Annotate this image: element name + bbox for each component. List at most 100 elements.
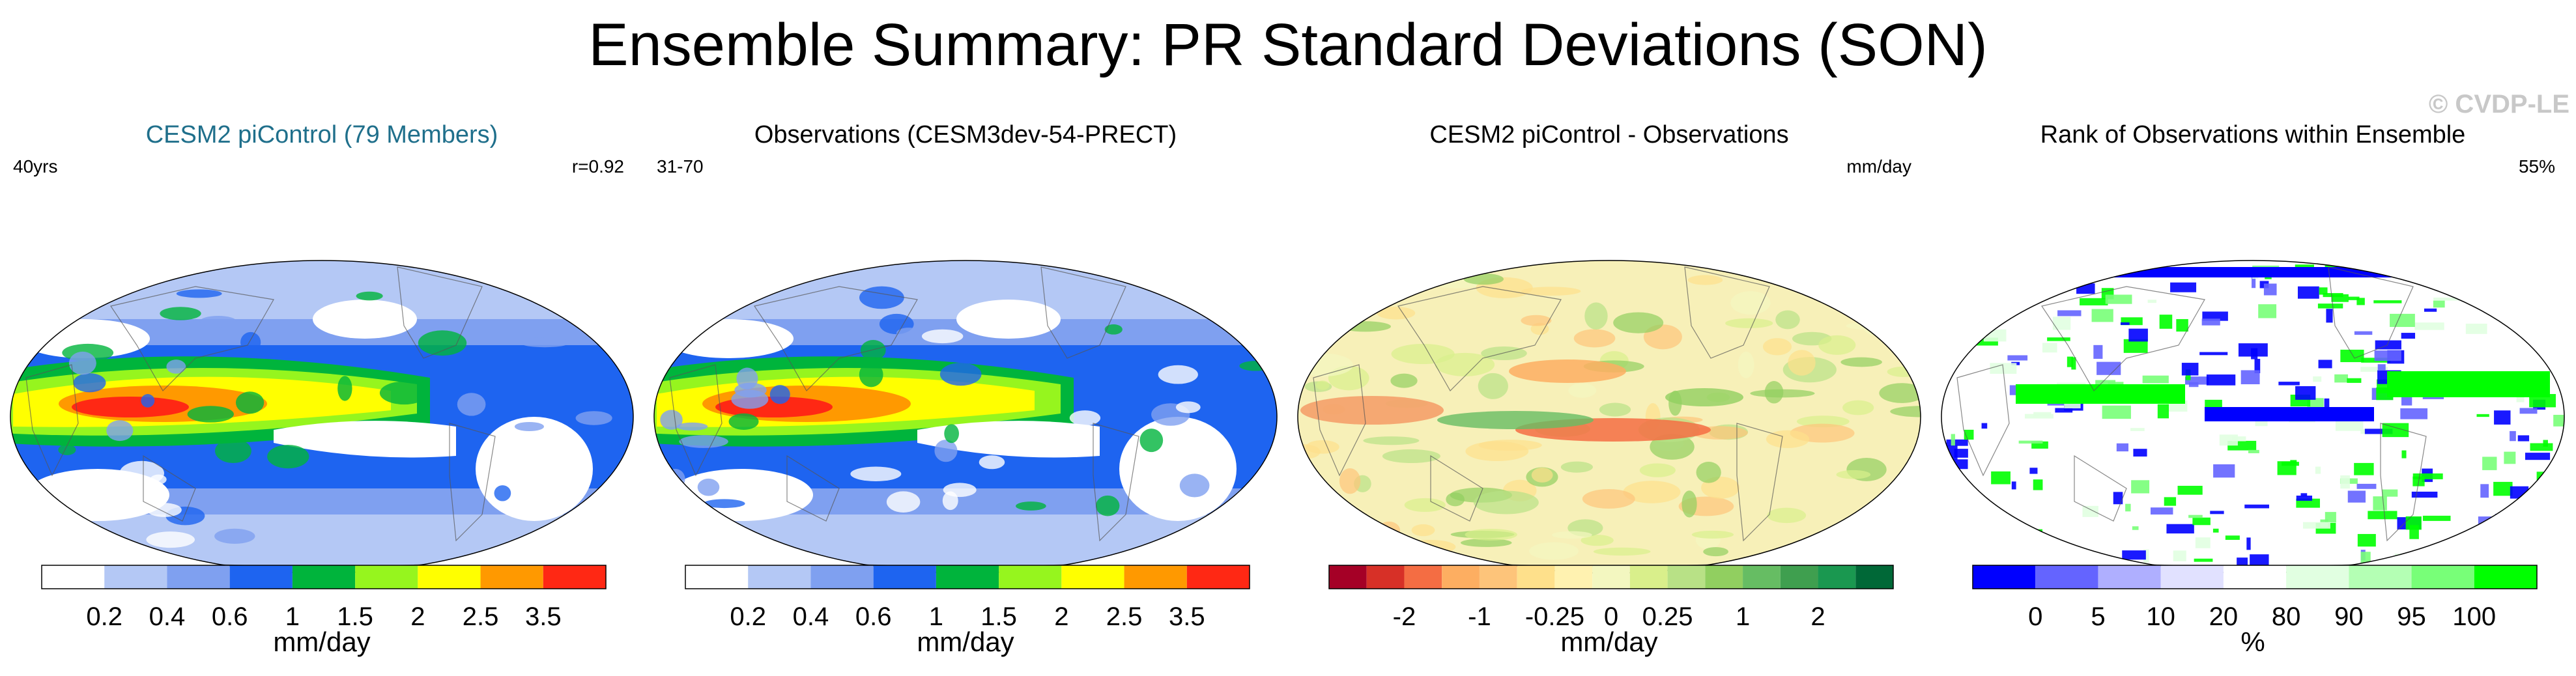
panel-title: Rank of Observations within Ensemble [2040, 121, 2466, 148]
map-observations [653, 260, 1278, 574]
colorbar-swatch [1973, 565, 2036, 589]
colorbar-swatch [1554, 565, 1593, 589]
colorbar-units: mm/day [1560, 627, 1658, 657]
colorbar-tick-label: 5 [2091, 602, 2105, 631]
colorbar-swatch [1366, 565, 1405, 589]
colorbar-swatch [1404, 565, 1442, 589]
colorbar-units: mm/day [917, 627, 1014, 657]
colorbar-units: % [2240, 627, 2265, 657]
colorbar-difference: -2 -1 -0.25 0 0.25 1 2 [1328, 565, 1894, 631]
colorbar-tick-label: 2 [410, 602, 425, 631]
colorbar-tick-label: 3.5 [1169, 602, 1205, 631]
colorbar-swatch [685, 565, 749, 589]
panel-ensemble-mean: 0.2 0.4 0.6 1 1.5 2 2.5 3.5 CESM2 piControl (79… [0, 117, 644, 676]
colorbar-swatch [2474, 565, 2537, 589]
colorbar-tick-label: -2 [1393, 602, 1416, 631]
colorbar-tick-label: 1 [929, 602, 943, 631]
colorbar-tick-label: 0 [2028, 602, 2042, 631]
colorbar-tick-label: 2.5 [463, 602, 499, 631]
colorbar-tick-label: 2.5 [1106, 602, 1143, 631]
colorbar-tick-label: 1.5 [337, 602, 373, 631]
colorbar-swatch [1124, 565, 1187, 589]
colorbar-tick-label: 20 [2209, 602, 2239, 631]
colorbar-swatch [1743, 565, 1781, 589]
colorbar-swatch [999, 565, 1062, 589]
colorbar-tick-label: 80 [2272, 602, 2301, 631]
colorbar-swatch [418, 565, 481, 589]
colorbar-rank: 0 5 10 20 80 90 95 100 [1972, 565, 2538, 631]
colorbar-tick-label: 1 [1736, 602, 1750, 631]
colorbar-swatch [2160, 565, 2224, 589]
colorbar-tick-label: -1 [1468, 602, 1491, 631]
colorbar-tick-label: 10 [2146, 602, 2175, 631]
colorbar-tick-label: 95 [2397, 602, 2426, 631]
panel-title: Observations (CESM3dev-54-PRECT) [754, 121, 1177, 148]
panel-difference: -2 -1 -0.25 0 0.25 1 2 CESM2 piControl - Obser… [1287, 117, 1931, 676]
colorbar-units: mm/day [273, 627, 371, 657]
colorbar-swatch [748, 565, 811, 589]
colorbar-swatch [873, 565, 936, 589]
colorbar-tick-label: 0.2 [730, 602, 766, 631]
years-label: 40yrs [13, 156, 58, 176]
colorbar-swatch [1517, 565, 1555, 589]
colorbar-swatch [2349, 565, 2412, 589]
colorbar-ensemble-mean: 0.2 0.4 0.6 1 1.5 2 2.5 3.5 [41, 565, 607, 631]
map-difference [1297, 260, 1921, 574]
panel-title: CESM2 piControl (79 Members) [145, 121, 498, 148]
panel-observations: 0.2 0.4 0.6 1 1.5 2 2.5 3.5 Observations (CESM3… [644, 117, 1287, 676]
colorbar-tick-label: 1.5 [980, 602, 1017, 631]
colorbar-tick-label: 3.5 [525, 602, 562, 631]
colorbar-swatch [355, 565, 418, 589]
units-label: mm/day [1846, 156, 1911, 176]
colorbar-frame [41, 565, 607, 589]
map-rank [1941, 260, 2565, 574]
colorbar-swatch [292, 565, 356, 589]
colorbar-swatch [543, 565, 606, 589]
figure-title: Ensemble Summary: PR Standard Deviations… [588, 12, 1988, 78]
rank-percent: 55% [2518, 156, 2555, 176]
colorbar-swatch [1705, 565, 1743, 589]
colorbar-tick-label: 0.25 [1642, 602, 1693, 631]
colorbar-swatch [2035, 565, 2098, 589]
colorbar-tick-label: 100 [2452, 602, 2496, 631]
colorbar-tick-label: 0.4 [793, 602, 829, 631]
panel-title: CESM2 piControl - Observations [1429, 121, 1789, 148]
colorbar-swatch [1329, 565, 1367, 589]
years-label: 31-70 [657, 156, 704, 176]
colorbar-tick-label: 0.2 [86, 602, 122, 631]
colorbar-swatch [1186, 565, 1250, 589]
colorbar-tick-label: 1 [285, 602, 300, 631]
colorbar-tick-label: 0.6 [212, 602, 248, 631]
colorbar-swatch [229, 565, 293, 589]
colorbar-swatch [480, 565, 543, 589]
colorbar-swatch [1818, 565, 1856, 589]
colorbar-tick-label: 2 [1054, 602, 1068, 631]
colorbar-swatch [1780, 565, 1818, 589]
map-ensemble-mean [10, 260, 634, 574]
colorbar-tick-label: 0 [1604, 602, 1618, 631]
colorbar-swatch [2223, 565, 2287, 589]
colorbar-swatch [2286, 565, 2349, 589]
colorbar-swatch [1061, 565, 1124, 589]
pattern-correlation: r=0.92 [571, 156, 624, 176]
panel-rank: 0 5 10 20 80 90 95 100 Rank of Observations wit… [1931, 117, 2575, 676]
watermark: © CVDP-LE [2428, 90, 2569, 119]
colorbar-tick-label: 90 [2334, 602, 2364, 631]
colorbar-swatch [810, 565, 874, 589]
colorbar-observations: 0.2 0.4 0.6 1 1.5 2 2.5 3.5 [685, 565, 1250, 631]
colorbar-tick-label: 0.6 [855, 602, 892, 631]
colorbar-swatch [1629, 565, 1668, 589]
colorbar-swatch [1592, 565, 1630, 589]
colorbar-tick-label: -0.25 [1525, 602, 1584, 631]
colorbar-swatch [2098, 565, 2161, 589]
colorbar-tick-label: 2 [1810, 602, 1825, 631]
colorbar-frame [685, 565, 1250, 589]
colorbar-swatch [1442, 565, 1480, 589]
colorbar-tick-label: 0.4 [149, 602, 186, 631]
colorbar-swatch [1479, 565, 1517, 589]
colorbar-swatch [1855, 565, 1893, 589]
colorbar-swatch [1667, 565, 1706, 589]
colorbar-frame [1328, 565, 1894, 589]
colorbar-frame [1972, 565, 2538, 589]
colorbar-swatch [2411, 565, 2474, 589]
